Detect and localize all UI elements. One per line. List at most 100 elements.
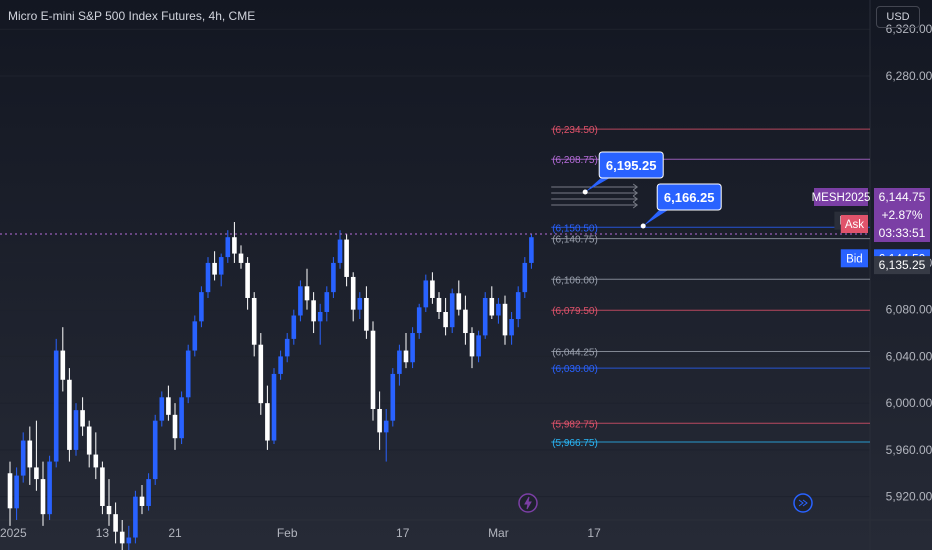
candle-body[interactable] <box>509 319 514 336</box>
candle-body[interactable] <box>469 333 475 357</box>
candle-body[interactable] <box>232 237 237 254</box>
candle-body[interactable] <box>397 350 402 374</box>
time-tick-label: 17 <box>396 526 410 540</box>
candle-body[interactable] <box>126 537 132 544</box>
callout-box[interactable] <box>598 151 664 179</box>
earnings-event-icon[interactable] <box>518 493 538 513</box>
candle-body[interactable] <box>166 397 171 415</box>
candle-body[interactable] <box>20 440 26 476</box>
candle-body[interactable] <box>317 312 323 322</box>
level-label: (6,150.50) <box>552 223 598 234</box>
candle-body[interactable] <box>496 303 501 316</box>
candle-body[interactable] <box>502 303 508 336</box>
candle-body[interactable] <box>185 350 191 398</box>
candle-body[interactable] <box>357 297 363 310</box>
candle-body[interactable] <box>67 379 72 450</box>
candle-body[interactable] <box>522 262 528 293</box>
candle-body[interactable] <box>410 333 415 363</box>
candle-body[interactable] <box>159 397 165 421</box>
price-tick-label: 6,320.00 <box>886 22 932 36</box>
candle-body[interactable] <box>238 253 244 263</box>
guide-arrow-head <box>632 201 639 209</box>
candle-body[interactable] <box>390 373 396 421</box>
candle-body[interactable] <box>258 344 264 404</box>
candle-body[interactable] <box>423 280 429 308</box>
candle-body[interactable] <box>14 475 19 509</box>
candle-body[interactable] <box>324 292 330 312</box>
candle-body[interactable] <box>119 531 125 544</box>
candle-body[interactable] <box>146 479 151 506</box>
candle-body[interactable] <box>331 262 336 293</box>
candle-body[interactable] <box>27 440 33 468</box>
candle-body[interactable] <box>139 496 145 506</box>
candle-body[interactable] <box>416 307 422 334</box>
dividend-event-icon[interactable] <box>793 493 813 513</box>
candle-body[interactable] <box>364 297 369 331</box>
candle-body[interactable] <box>93 454 99 468</box>
candle-body[interactable] <box>515 292 521 320</box>
candle-body[interactable] <box>106 505 112 515</box>
candle-body[interactable] <box>377 408 382 433</box>
candle-body[interactable] <box>311 300 316 322</box>
candle-body[interactable] <box>350 276 356 310</box>
candle-body[interactable] <box>344 239 349 277</box>
symbol-change: +2.87% <box>881 208 922 222</box>
candle-body[interactable] <box>370 330 376 409</box>
symbol-name-box <box>814 188 868 206</box>
candle-body[interactable] <box>73 410 79 450</box>
candle-body[interactable] <box>34 467 39 480</box>
candle-body[interactable] <box>113 514 118 532</box>
candle-body[interactable] <box>265 403 270 441</box>
candle-body[interactable] <box>212 262 217 275</box>
callout-anchor[interactable] <box>582 189 588 195</box>
candle-body[interactable] <box>192 321 198 351</box>
candle-body[interactable] <box>449 293 455 328</box>
candle-body[interactable] <box>100 467 105 506</box>
ask-name: Ask <box>845 219 864 231</box>
candle-body[interactable] <box>179 397 184 439</box>
candle-body[interactable] <box>304 286 310 301</box>
candle-body[interactable] <box>152 420 158 480</box>
candle-body[interactable] <box>456 293 462 310</box>
candle-body[interactable] <box>133 496 138 538</box>
candle-body[interactable] <box>482 297 488 336</box>
candle-body[interactable] <box>205 262 211 293</box>
currency-button[interactable]: USD <box>876 6 920 28</box>
candle-body[interactable] <box>298 286 303 316</box>
level-label: (6,140.75) <box>552 235 598 246</box>
candle-body[interactable] <box>172 414 178 439</box>
candle-body[interactable] <box>383 420 389 433</box>
candle-body[interactable] <box>284 338 290 357</box>
callout-label: 6,195.25 <box>606 158 657 173</box>
candle-body[interactable] <box>218 257 224 275</box>
candle-body[interactable] <box>40 479 46 515</box>
candle-body[interactable] <box>199 292 204 322</box>
candle-body[interactable] <box>60 350 66 380</box>
level-label: (6,044.25) <box>552 347 598 358</box>
candle-body[interactable] <box>47 461 52 515</box>
candle-body[interactable] <box>403 350 409 363</box>
candle-body[interactable] <box>463 309 468 334</box>
candle-body[interactable] <box>278 356 283 374</box>
candle-body[interactable] <box>529 237 534 263</box>
candle-body[interactable] <box>86 426 92 455</box>
callout-anchor[interactable] <box>640 223 646 229</box>
candle-body[interactable] <box>7 473 13 509</box>
candle-body[interactable] <box>430 280 435 298</box>
candle-body[interactable] <box>443 312 448 328</box>
candle-body[interactable] <box>476 335 481 357</box>
event-icon-glyph <box>524 496 532 510</box>
candle-body[interactable] <box>225 237 231 258</box>
symbol-title: Micro E-mini S&P 500 Index Futures, 4h, … <box>8 9 256 23</box>
candle-body[interactable] <box>337 239 343 263</box>
candle-body[interactable] <box>80 410 85 427</box>
candle-body[interactable] <box>291 315 297 339</box>
candle-body[interactable] <box>436 297 442 312</box>
candle-body[interactable] <box>489 297 495 316</box>
candle-body[interactable] <box>251 297 257 345</box>
candle-body[interactable] <box>53 350 59 462</box>
candle-body[interactable] <box>245 262 250 298</box>
candle-body[interactable] <box>271 373 277 441</box>
callout-box[interactable] <box>656 183 722 211</box>
